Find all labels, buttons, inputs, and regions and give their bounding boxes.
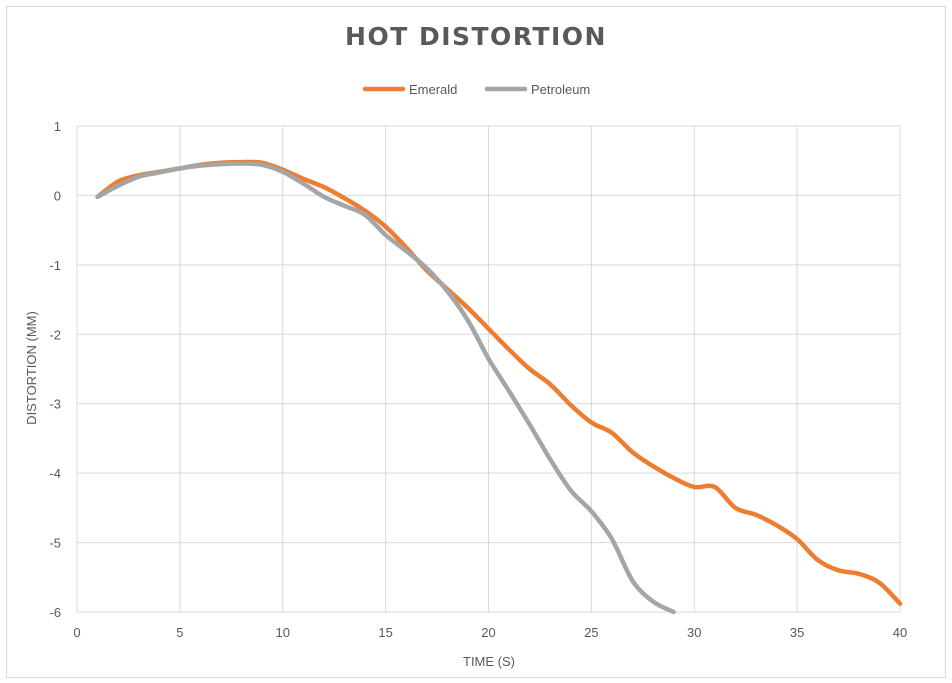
x-axis-title: TIME (S)	[463, 654, 515, 669]
grid	[76, 125, 901, 613]
x-tick-label: 25	[584, 625, 598, 640]
chart-area	[6, 6, 946, 678]
x-tick-label: 40	[893, 625, 907, 640]
y-tick-label: -6	[49, 605, 61, 620]
y-tick-label: 1	[54, 119, 61, 134]
y-tick-label: -3	[49, 397, 61, 412]
x-tick-label: 5	[176, 625, 183, 640]
x-tick-label: 35	[790, 625, 804, 640]
y-tick-label: -5	[49, 536, 61, 551]
x-tick-label: 0	[73, 625, 80, 640]
legend: Emerald Petroleum	[362, 82, 590, 97]
y-tick-label: -4	[49, 466, 61, 481]
series-lines	[95, 159, 903, 615]
y-axis-title: DISTORTION (MM)	[24, 311, 39, 425]
x-tick-label: 15	[378, 625, 392, 640]
y-tick-label: -2	[49, 327, 61, 342]
chart-title: HOT DISTORTION	[345, 22, 607, 51]
x-tick-label: 30	[687, 625, 701, 640]
x-tick-label: 20	[481, 625, 495, 640]
legend-label-emerald: Emerald	[409, 82, 457, 97]
y-tick-label: 0	[54, 188, 61, 203]
y-tick-label: -1	[49, 258, 61, 273]
series-line-petroleum	[95, 161, 676, 615]
x-tick-label: 10	[276, 625, 290, 640]
legend-label-petroleum: Petroleum	[531, 82, 590, 97]
series-line-emerald	[95, 159, 903, 606]
